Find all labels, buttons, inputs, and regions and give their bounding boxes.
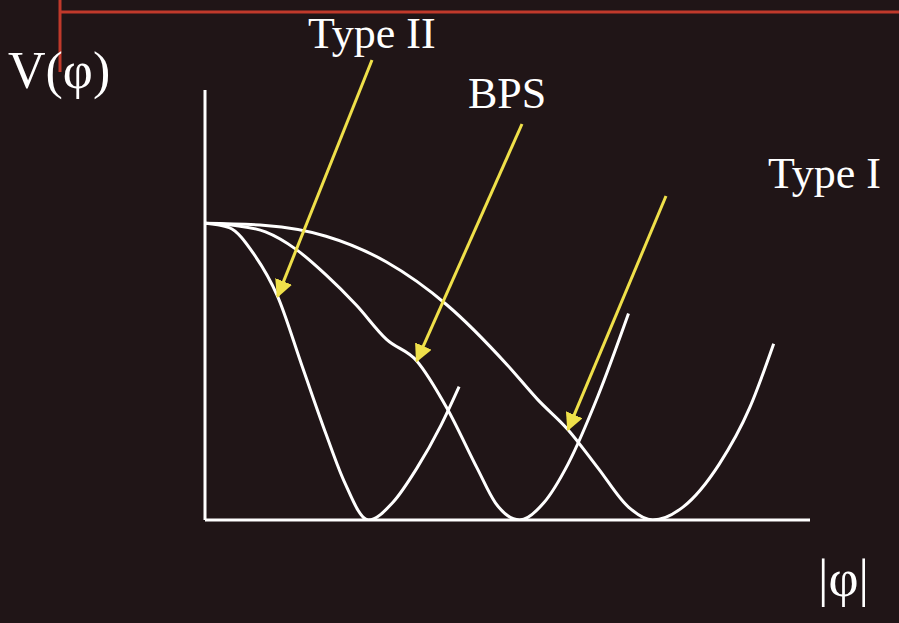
svg-text:Type I: Type I bbox=[768, 149, 881, 198]
svg-text:V(φ): V(φ) bbox=[8, 42, 110, 100]
svg-text:|φ|: |φ| bbox=[818, 550, 869, 607]
svg-text:BPS: BPS bbox=[468, 69, 546, 118]
svg-text:Type II: Type II bbox=[308, 9, 436, 58]
